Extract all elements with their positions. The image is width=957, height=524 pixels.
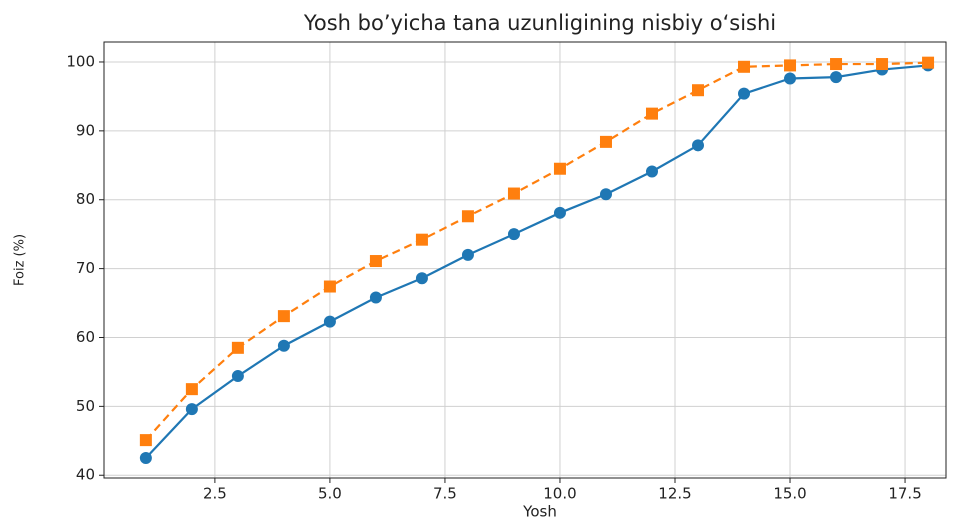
marker bbox=[323, 280, 336, 293]
marker bbox=[507, 187, 520, 200]
series-line bbox=[145, 64, 929, 459]
y-tick-label: 80 bbox=[76, 190, 95, 208]
marker bbox=[830, 58, 843, 71]
x-tick-label: 15.0 bbox=[773, 485, 806, 503]
plot-frame bbox=[103, 41, 947, 479]
marker bbox=[185, 383, 198, 396]
marker bbox=[507, 228, 520, 241]
marker bbox=[599, 188, 612, 201]
y-tick-label: 100 bbox=[66, 52, 95, 70]
marker bbox=[139, 452, 152, 465]
series-line bbox=[145, 61, 929, 441]
x-tick-label: 7.5 bbox=[433, 485, 457, 503]
marker bbox=[415, 272, 428, 285]
marker bbox=[277, 339, 290, 352]
marker bbox=[231, 370, 244, 383]
marker bbox=[461, 210, 474, 223]
y-tick-label: 70 bbox=[76, 259, 95, 277]
marker bbox=[784, 72, 797, 85]
x-axis-label: Yosh bbox=[522, 503, 557, 521]
x-tick-label: 10.0 bbox=[543, 485, 576, 503]
marker bbox=[692, 84, 705, 97]
x-tick-label: 17.5 bbox=[888, 485, 921, 503]
x-tick-label: 5.0 bbox=[318, 485, 342, 503]
marker bbox=[553, 206, 566, 219]
marker bbox=[738, 60, 751, 73]
marker bbox=[738, 87, 751, 100]
marker bbox=[876, 58, 889, 71]
marker bbox=[599, 135, 612, 148]
marker bbox=[553, 162, 566, 175]
marker bbox=[369, 291, 382, 304]
y-tick-label: 60 bbox=[76, 328, 95, 346]
chart-title: Yosh bo’yicha tana uzunligining nisbiy o… bbox=[303, 11, 776, 35]
marker bbox=[369, 255, 382, 268]
marker bbox=[645, 165, 658, 178]
y-tick-label: 40 bbox=[76, 466, 95, 484]
marker bbox=[461, 248, 474, 261]
x-tick-label: 2.5 bbox=[203, 485, 227, 503]
marker bbox=[645, 107, 658, 120]
marker bbox=[415, 233, 428, 246]
x-tick-label: 12.5 bbox=[658, 485, 691, 503]
marker bbox=[830, 71, 843, 84]
marker bbox=[231, 341, 244, 354]
y-tick-label: 90 bbox=[76, 121, 95, 139]
marker bbox=[922, 56, 935, 69]
marker bbox=[185, 403, 198, 416]
y-tick-label: 50 bbox=[76, 397, 95, 415]
marker bbox=[692, 139, 705, 152]
marker bbox=[784, 59, 797, 72]
marker bbox=[139, 434, 152, 447]
y-axis-label: Foiz (%) bbox=[13, 234, 28, 286]
marker bbox=[277, 310, 290, 323]
marker bbox=[323, 315, 336, 328]
